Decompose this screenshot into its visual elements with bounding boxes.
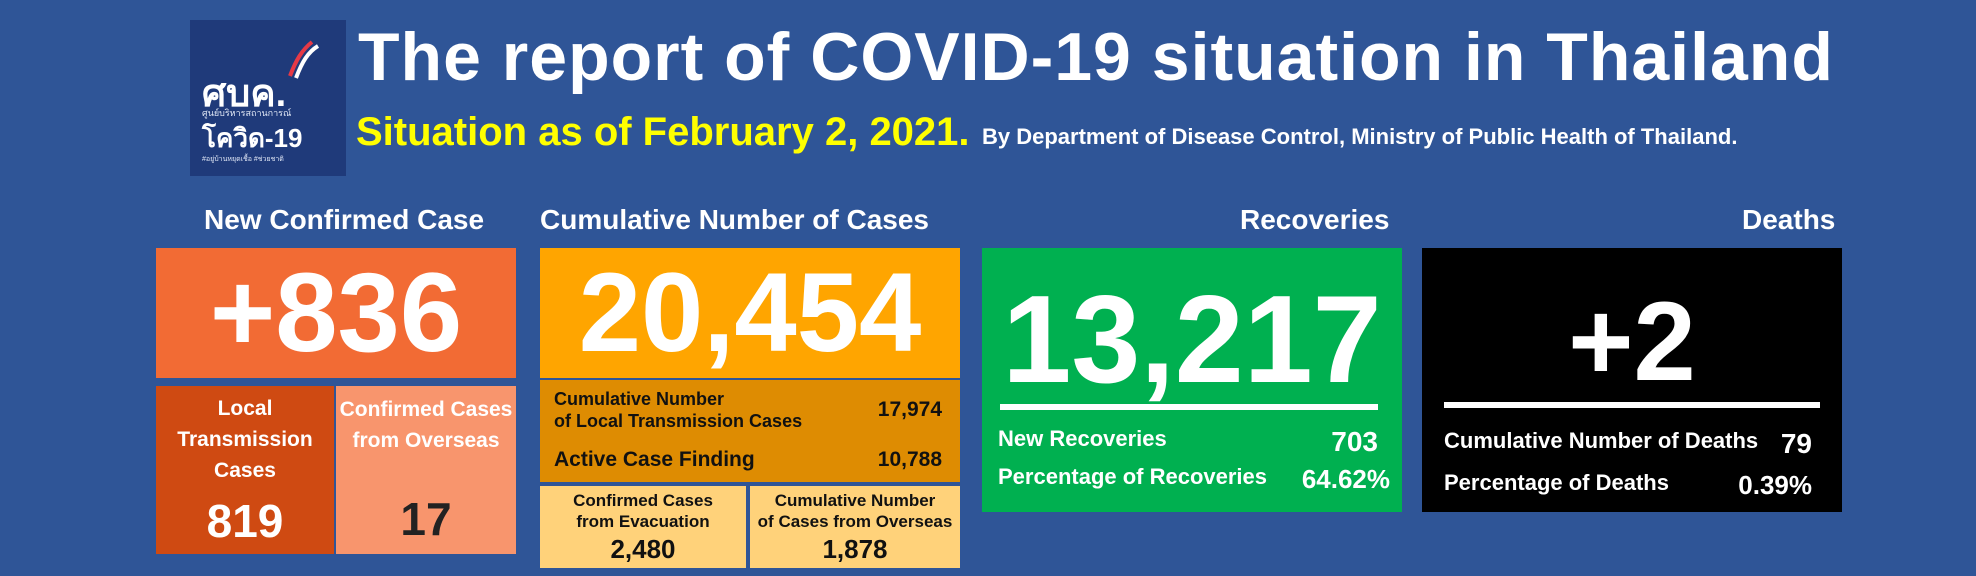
- cumulative-overseas-value: 1,878: [822, 533, 888, 564]
- new-cases-card: +836: [156, 248, 516, 378]
- death-percentage-row: Percentage of Deaths 0.39%: [1444, 470, 1820, 501]
- recovery-percentage-label: Percentage of Recoveries: [998, 464, 1268, 489]
- local-transmission-label: Local Transmission Cases: [177, 396, 313, 482]
- cumulative-deaths-value: 79: [1780, 428, 1812, 459]
- deaths-value: +2: [1568, 279, 1696, 404]
- evacuation-value: 2,480: [610, 533, 676, 564]
- local-transmission-value: 819: [206, 494, 284, 547]
- new-recoveries-value: 703: [1331, 426, 1378, 457]
- logo-mark: ศบค.: [202, 73, 287, 115]
- cumulative-heading: Cumulative Number of Cases: [540, 204, 929, 235]
- thai-flag-ribbon-icon: [288, 40, 320, 79]
- overseas-cases-card: Confirmed Cases from Overseas 17: [336, 386, 516, 554]
- cumulative-value: 20,454: [578, 250, 922, 375]
- cumulative-card: 20,454: [540, 248, 960, 378]
- cumulative-local-row: Cumulative Number of Local Transmission …: [554, 388, 942, 432]
- cumulative-local-label-1: Cumulative Number: [554, 389, 725, 409]
- cumulative-local-label-2: of Local Transmission Cases: [554, 411, 803, 431]
- deaths-heading: Deaths: [1742, 204, 1836, 235]
- active-case-label: Active Case Finding: [554, 448, 755, 471]
- cumulative-deaths-row: Cumulative Number of Deaths 79: [1444, 428, 1820, 460]
- overseas-cases-value: 17: [400, 493, 452, 545]
- death-percentage-value: 0.39%: [1738, 470, 1812, 500]
- recovery-percentage-value: 64.62%: [1301, 464, 1390, 494]
- ccsa-logo: ศบค. ศูนย์บริหารสถานการณ์ โควิด-19 #อยู่…: [190, 20, 346, 176]
- cumulative-local-value: 17,974: [877, 398, 942, 421]
- logo-tagline: #อยู่บ้านหยุดเชื้อ #ช่วยชาติ: [202, 156, 284, 163]
- evacuation-card: Confirmed Cases from Evacuation 2,480: [540, 486, 746, 568]
- recoveries-divider: [1000, 404, 1378, 410]
- page-title: The report of COVID-19 situation in Thai…: [358, 19, 1834, 95]
- cumulative-overseas-label-2: of Cases from Overseas: [757, 511, 953, 531]
- cumulative-overseas-label-1: Cumulative Number: [774, 490, 936, 510]
- recovery-percentage-row: Percentage of Recoveries 64.62%: [998, 464, 1390, 495]
- local-transmission-card: Local Transmission Cases 819: [156, 386, 334, 554]
- death-percentage-label: Percentage of Deaths: [1444, 470, 1669, 495]
- recoveries-value: 13,217: [1002, 271, 1382, 409]
- active-case-row: Active Case Finding 10,788: [554, 448, 942, 472]
- logo-subtitle: ศูนย์บริหารสถานการณ์: [202, 108, 292, 118]
- overseas-cases-label: Confirmed Cases from Overseas: [339, 398, 513, 452]
- new-recoveries-label: New Recoveries: [998, 426, 1167, 451]
- evacuation-label-1: Confirmed Cases: [573, 490, 713, 510]
- deaths-card: +2 Cumulative Number of Deaths 79 Percen…: [1422, 248, 1842, 512]
- new-recoveries-row: New Recoveries 703: [998, 426, 1390, 458]
- recoveries-heading: Recoveries: [1240, 204, 1390, 235]
- situation-date: Situation as of February 2, 2021.: [356, 110, 970, 154]
- cumulative-deaths-label: Cumulative Number of Deaths: [1444, 428, 1759, 453]
- byline: By Department of Disease Control, Minist…: [982, 124, 1738, 149]
- new-cases-value: +836: [209, 250, 463, 375]
- cumulative-detail-card: Cumulative Number of Local Transmission …: [540, 380, 960, 482]
- deaths-divider: [1444, 402, 1820, 408]
- active-case-value: 10,788: [877, 448, 942, 471]
- cumulative-overseas-card: Cumulative Number of Cases from Overseas…: [750, 486, 960, 568]
- new-cases-heading: New Confirmed Case: [204, 204, 485, 235]
- evacuation-label-2: from Evacuation: [576, 511, 710, 531]
- recoveries-card: 13,217 New Recoveries 703 Percentage of …: [982, 248, 1402, 512]
- logo-covid-text: โควิด-19: [202, 123, 303, 153]
